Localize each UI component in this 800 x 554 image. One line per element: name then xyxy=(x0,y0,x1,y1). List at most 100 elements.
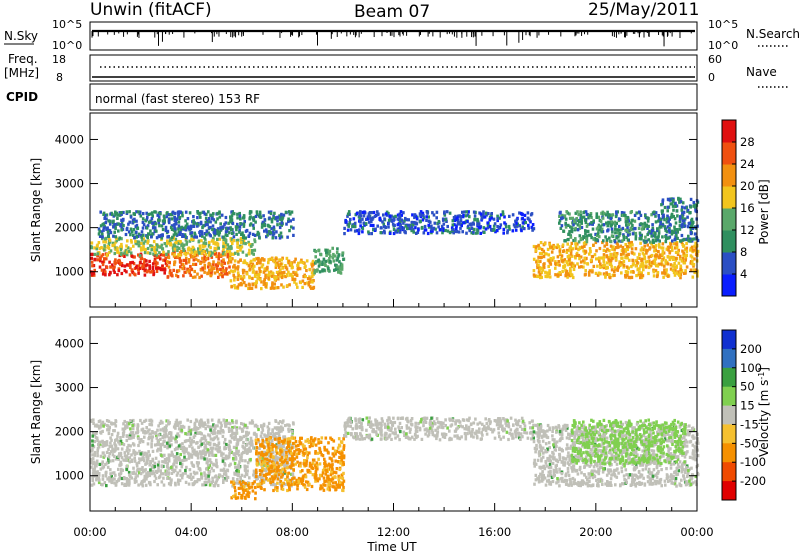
scatter-cell xyxy=(220,272,223,276)
scatter-cell xyxy=(634,259,638,263)
scatter-cell xyxy=(148,463,151,467)
scatter-cell xyxy=(387,221,390,225)
scatter-cell xyxy=(285,464,289,468)
scatter-cell xyxy=(174,219,177,223)
scatter-cell xyxy=(605,266,608,270)
scatter-cell xyxy=(329,260,332,264)
scatter-cell xyxy=(201,452,204,456)
scatter-cell xyxy=(366,215,370,219)
scatter-cell xyxy=(169,237,172,241)
scatter-cell xyxy=(134,241,138,245)
scatter-cell xyxy=(590,215,593,219)
scatter-cell xyxy=(370,232,373,236)
scatter-cell xyxy=(147,220,151,224)
scatter-cell xyxy=(281,421,284,425)
scatter-cell xyxy=(407,223,410,227)
scatter-cell xyxy=(630,265,633,269)
scatter-cell xyxy=(661,242,665,246)
scatter-cell xyxy=(173,247,177,251)
scatter-cell xyxy=(177,220,181,224)
scatter-cell xyxy=(126,425,129,429)
scatter-cell xyxy=(645,223,649,227)
scatter-cell xyxy=(112,471,116,475)
scatter-cell xyxy=(187,438,191,443)
scatter-cell xyxy=(317,264,321,268)
scatter-cell xyxy=(638,252,641,257)
scatter-cell xyxy=(208,442,212,447)
scatter-cell xyxy=(317,248,321,252)
scatter-cell xyxy=(483,230,486,234)
scatter-cell xyxy=(683,217,687,221)
scatter-cell xyxy=(419,219,422,223)
scatter-cell xyxy=(101,460,104,464)
scatter-cell xyxy=(194,418,198,422)
scatter-cell xyxy=(113,223,116,227)
scatter-cell xyxy=(241,216,245,220)
scatter-cell xyxy=(488,215,492,219)
scatter-cell xyxy=(287,465,290,470)
scatter-cell xyxy=(463,210,466,214)
scatter-cell xyxy=(98,234,102,238)
scatter-cell xyxy=(252,223,255,227)
scatter-cell xyxy=(537,246,541,250)
scatter-cell xyxy=(201,450,205,454)
scatter-cell xyxy=(215,465,219,469)
scatter-cell xyxy=(114,438,117,442)
scatter-cell xyxy=(169,212,173,217)
scatter-cell xyxy=(224,233,228,237)
scatter-cell xyxy=(642,227,646,231)
scatter-cell xyxy=(673,217,677,221)
scatter-cell xyxy=(260,431,264,435)
scatter-cell xyxy=(235,420,238,424)
scatter-cell xyxy=(692,263,696,267)
scatter-cell xyxy=(597,257,600,261)
scatter-cell xyxy=(233,461,237,466)
scatter-cell xyxy=(314,249,317,254)
scatter-cell xyxy=(670,245,674,250)
scatter-cell xyxy=(652,274,656,278)
scatter-cell xyxy=(660,262,663,266)
scatter-cell xyxy=(275,275,278,280)
scatter-cell xyxy=(668,245,671,249)
scatter-cell xyxy=(91,457,95,461)
scatter-cell xyxy=(372,223,375,228)
scatter-cell xyxy=(694,207,697,211)
scatter-cell xyxy=(258,266,261,270)
scatter-cell xyxy=(226,456,230,460)
scatter-cell xyxy=(165,470,169,474)
scatter-cell xyxy=(101,222,105,227)
nsky-strip: N.Sky 10^5 10^0 10^5 10^0 N.Search xyxy=(4,18,800,52)
scatter-cell xyxy=(159,245,162,249)
scatter-cell xyxy=(686,215,689,219)
scatter-cell xyxy=(99,210,102,214)
scatter-cell xyxy=(626,273,629,277)
scatter-cell xyxy=(557,260,560,264)
scatter-cell xyxy=(668,217,671,221)
scatter-cell xyxy=(144,483,148,487)
scatter-cell xyxy=(672,214,675,219)
scatter-cell xyxy=(624,249,628,253)
scatter-cell xyxy=(287,429,291,433)
scatter-cell xyxy=(457,230,461,234)
scatter-cell xyxy=(583,261,586,265)
scatter-cell xyxy=(172,455,176,459)
scatter-cell xyxy=(161,435,165,440)
scatter-cell xyxy=(167,482,171,486)
scatter-cell xyxy=(244,434,248,438)
scatter-cell xyxy=(260,225,264,229)
scatter-cell xyxy=(101,477,105,481)
scatter-cell xyxy=(139,257,143,261)
scatter-cell xyxy=(285,273,289,277)
scatter-cell xyxy=(531,223,535,227)
scatter-cell xyxy=(536,259,540,263)
scatter-cell xyxy=(255,257,258,261)
scatter-cell xyxy=(461,230,464,234)
scatter-cell xyxy=(237,252,240,256)
scatter-cell xyxy=(225,475,229,479)
scatter-cell xyxy=(427,223,430,227)
scatter-cell xyxy=(141,440,145,444)
scatter-cell xyxy=(170,450,174,454)
scatter-cell xyxy=(196,216,199,220)
scatter-cell xyxy=(138,440,142,444)
y-tick-label: 2000 xyxy=(55,221,84,235)
